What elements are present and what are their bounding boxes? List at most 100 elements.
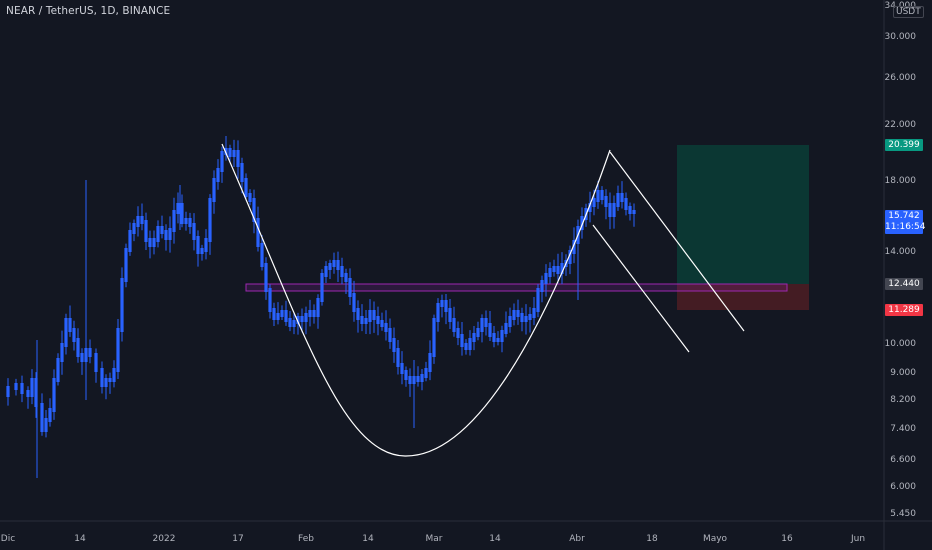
time-tick-label: 14 bbox=[362, 534, 374, 544]
candle-body bbox=[184, 218, 188, 224]
candle-body bbox=[288, 318, 292, 327]
candle-body bbox=[520, 313, 524, 322]
candle-body bbox=[504, 323, 508, 334]
candle-body bbox=[380, 320, 384, 327]
cup-pattern-line[interactable] bbox=[221, 143, 611, 457]
candle-body bbox=[352, 293, 356, 312]
currency-label: USDT bbox=[893, 5, 924, 18]
time-tick-label: Abr bbox=[569, 534, 585, 544]
candle-body bbox=[232, 150, 236, 157]
candle-body bbox=[248, 193, 252, 202]
candle-body bbox=[132, 223, 136, 234]
candles bbox=[6, 136, 636, 478]
candle-body bbox=[280, 310, 284, 317]
channel-lower-line[interactable] bbox=[592, 224, 690, 353]
candle-body bbox=[616, 193, 620, 207]
support-zone[interactable] bbox=[245, 283, 788, 292]
candle-body bbox=[588, 203, 592, 212]
candle-body bbox=[240, 163, 244, 182]
candle-body bbox=[500, 330, 504, 342]
candle-body bbox=[452, 318, 456, 332]
channel-upper-line[interactable] bbox=[609, 151, 745, 332]
candle-body bbox=[372, 310, 376, 320]
candle-body bbox=[168, 228, 172, 240]
candle-body bbox=[14, 383, 18, 390]
candle-body bbox=[220, 151, 224, 172]
candle-body bbox=[124, 248, 128, 282]
candle-body bbox=[224, 148, 228, 155]
candle-body bbox=[44, 418, 48, 432]
candle-body bbox=[516, 310, 520, 317]
candle-body bbox=[528, 314, 532, 320]
candle-body bbox=[140, 216, 144, 224]
price-tick-label: 8.200 bbox=[890, 395, 916, 405]
candle-body bbox=[244, 178, 248, 197]
stop-price-badge: 11.289 bbox=[885, 304, 923, 316]
candle-body bbox=[468, 338, 472, 350]
candle-body bbox=[120, 278, 124, 332]
candle-body bbox=[428, 353, 432, 372]
candle-body bbox=[472, 333, 476, 342]
price-tick-label: 26.000 bbox=[885, 73, 917, 83]
profit-zone[interactable] bbox=[677, 145, 809, 284]
candle-body bbox=[624, 198, 628, 210]
candle-body bbox=[404, 370, 408, 380]
candle-body bbox=[496, 338, 500, 342]
time-axis[interactable]: Dic 14 2022 17 Feb 14 Mar 14 Abr 18 Mayo 16 Jun bbox=[1, 534, 865, 544]
candle-body bbox=[436, 303, 440, 322]
candle-body bbox=[424, 368, 428, 378]
price-tick-label: 9.000 bbox=[890, 368, 916, 378]
candle-body bbox=[180, 203, 184, 224]
candle-body bbox=[376, 316, 380, 324]
candle-body bbox=[336, 260, 340, 270]
candle-body bbox=[340, 266, 344, 277]
candle-body bbox=[540, 280, 544, 292]
candle-body bbox=[396, 348, 400, 367]
price-tick-label: 14.000 bbox=[885, 247, 917, 257]
candle-body bbox=[348, 278, 352, 297]
candle-body bbox=[304, 313, 308, 322]
candle-body bbox=[296, 316, 300, 324]
candle-body bbox=[156, 226, 160, 242]
price-axis[interactable]: 34.00030.00026.00022.00018.00014.00010.0… bbox=[885, 1, 917, 519]
candle-body bbox=[324, 266, 328, 277]
candle-body bbox=[488, 323, 492, 337]
candle-body bbox=[104, 378, 108, 387]
price-tick-label: 7.400 bbox=[890, 424, 916, 434]
candle-body bbox=[604, 196, 608, 207]
candle-body bbox=[596, 190, 600, 202]
time-tick-label: 16 bbox=[781, 534, 793, 544]
time-tick-label: Dic bbox=[1, 534, 15, 544]
candle-body bbox=[480, 318, 484, 332]
candle-body bbox=[160, 226, 164, 234]
candle-body bbox=[316, 298, 320, 317]
candle-body bbox=[568, 250, 572, 264]
candle-body bbox=[26, 390, 30, 397]
time-tick-label: 2022 bbox=[153, 534, 176, 544]
candle-body bbox=[20, 383, 24, 394]
candle-body bbox=[320, 273, 324, 302]
candle-body bbox=[188, 218, 192, 227]
candle-body bbox=[228, 148, 232, 157]
candle-body bbox=[552, 266, 556, 272]
candle-body bbox=[212, 178, 216, 202]
candle-body bbox=[192, 223, 196, 240]
candle-body bbox=[492, 333, 496, 342]
candle-body bbox=[508, 316, 512, 327]
candle-body bbox=[128, 230, 132, 252]
candle-body bbox=[196, 236, 200, 254]
candle-body bbox=[548, 268, 552, 277]
candle-body bbox=[236, 150, 240, 167]
candle-body bbox=[144, 220, 148, 242]
candle-body bbox=[532, 308, 536, 318]
candle-body bbox=[56, 358, 60, 382]
candle-body bbox=[544, 273, 548, 284]
time-tick-label: Mayo bbox=[703, 534, 728, 544]
price-tick-label: 10.000 bbox=[885, 339, 917, 349]
candle-body bbox=[608, 203, 612, 217]
time-tick-label: 18 bbox=[646, 534, 658, 544]
candle-body bbox=[108, 378, 112, 382]
candle-body bbox=[6, 386, 10, 397]
candle-body bbox=[344, 273, 348, 282]
